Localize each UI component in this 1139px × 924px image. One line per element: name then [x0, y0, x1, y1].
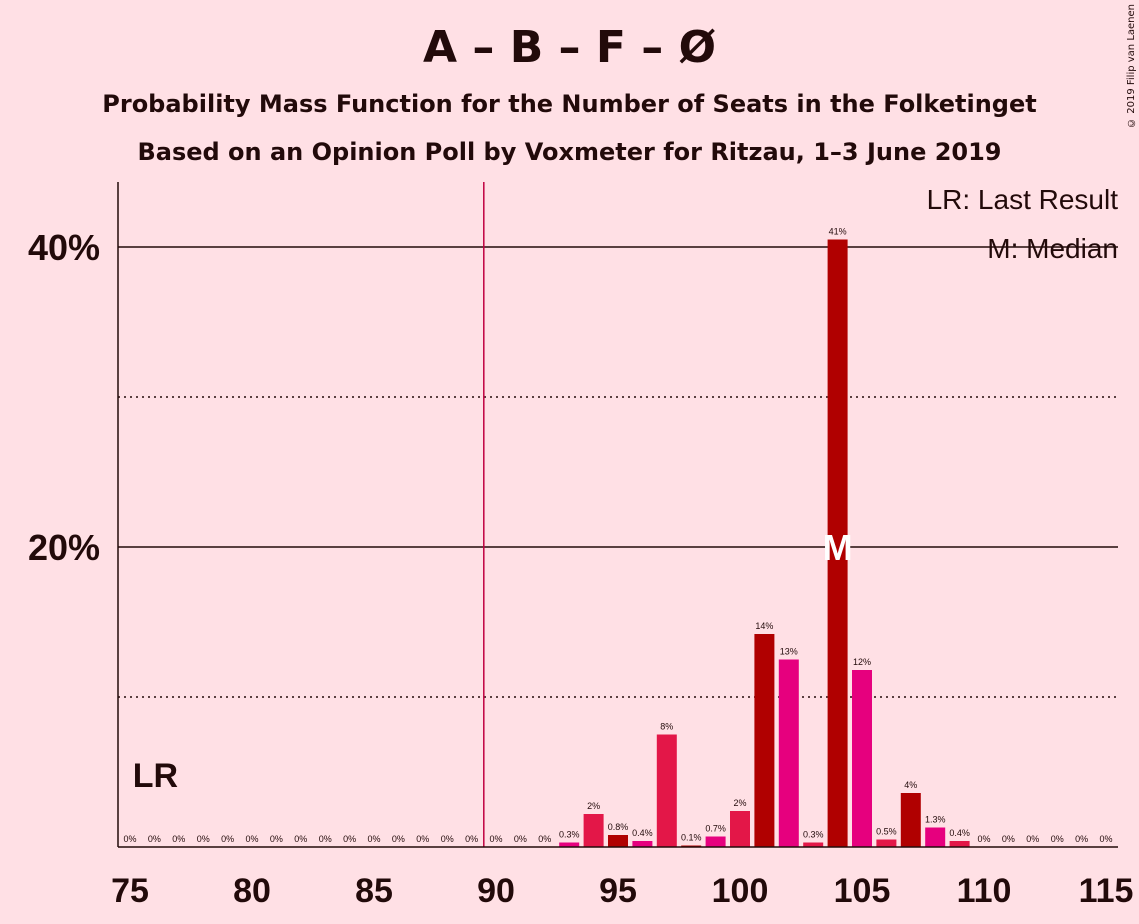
bar-label-80: 0%	[245, 834, 258, 844]
bar-108	[925, 827, 946, 847]
bar-label-98: 0.1%	[681, 833, 702, 843]
bar-label-89: 0%	[465, 834, 478, 844]
bar-label-115: 0%	[1099, 834, 1112, 844]
x-tick-label-90: 90	[477, 872, 515, 910]
bar-label-94: 2%	[587, 801, 600, 811]
bar-label-100: 2%	[733, 798, 746, 808]
x-tick-label-105: 105	[834, 872, 891, 910]
bar-label-102: 13%	[780, 647, 798, 657]
bar-label-96: 0.4%	[632, 828, 653, 838]
bar-label-111: 0%	[1002, 834, 1015, 844]
bar-label-81: 0%	[270, 834, 283, 844]
chart-subtitle: Probability Mass Function for the Number…	[102, 90, 1037, 118]
x-tick-label-95: 95	[599, 872, 637, 910]
y-tick-label-40: 40%	[28, 227, 100, 268]
bar-label-107: 4%	[904, 780, 917, 790]
bar-label-103: 0.3%	[803, 830, 824, 840]
bar-93	[559, 842, 580, 847]
bar-label-84: 0%	[343, 834, 356, 844]
bar-97	[656, 734, 677, 847]
bar-label-99: 0.7%	[705, 824, 726, 834]
bar-96	[632, 841, 653, 847]
x-tick-label-80: 80	[233, 872, 271, 910]
x-tick-label-110: 110	[957, 872, 1012, 910]
chart-title: A – B – F – Ø	[423, 22, 716, 73]
bar-label-78: 0%	[197, 834, 210, 844]
bar-101	[754, 634, 775, 847]
bar-label-106: 0.5%	[876, 827, 897, 837]
bar-label-77: 0%	[172, 834, 185, 844]
last-result-marker: LR	[133, 757, 178, 795]
bar-label-109: 0.4%	[949, 828, 970, 838]
bar-label-93: 0.3%	[559, 830, 580, 840]
bar-107	[900, 793, 921, 847]
bar-label-75: 0%	[123, 834, 136, 844]
bar-label-87: 0%	[416, 834, 429, 844]
bar-label-104: 41%	[829, 227, 847, 237]
bar-label-114: 0%	[1075, 834, 1088, 844]
bar-99	[705, 836, 726, 847]
bar-label-101: 14%	[755, 621, 773, 631]
bar-109	[949, 841, 970, 847]
bar-103	[803, 842, 824, 847]
legend-median: M: Median	[987, 233, 1118, 264]
bar-label-105: 12%	[853, 657, 871, 667]
bar-label-92: 0%	[538, 834, 551, 844]
bar-label-85: 0%	[367, 834, 380, 844]
bar-label-91: 0%	[514, 834, 527, 844]
x-tick-label-85: 85	[355, 872, 393, 910]
bar-104	[827, 239, 848, 847]
chart-subtitle-poll: Based on an Opinion Poll by Voxmeter for…	[137, 138, 1002, 166]
bar-95	[608, 835, 628, 847]
bar-label-82: 0%	[294, 834, 307, 844]
legend-last-result: LR: Last Result	[927, 184, 1119, 215]
median-marker: M	[823, 527, 853, 568]
x-tick-label-100: 100	[712, 872, 769, 910]
x-tick-label-115: 115	[1079, 872, 1134, 910]
bar-94	[583, 814, 604, 847]
bar-label-97: 8%	[660, 722, 673, 732]
bar-label-110: 0%	[977, 834, 990, 844]
bar-102	[778, 659, 799, 847]
bar-105	[852, 670, 872, 847]
bar-label-113: 0%	[1051, 834, 1064, 844]
bar-label-86: 0%	[392, 834, 405, 844]
bar-label-90: 0%	[489, 834, 502, 844]
bar-100	[730, 811, 750, 847]
bar-label-88: 0%	[441, 834, 454, 844]
bar-label-76: 0%	[148, 834, 161, 844]
bar-label-108: 1.3%	[925, 815, 946, 825]
bar-label-95: 0.8%	[608, 822, 629, 832]
bar-label-83: 0%	[319, 834, 332, 844]
y-tick-label-20: 20%	[28, 527, 100, 568]
bar-106	[876, 839, 897, 847]
x-tick-label-75: 75	[111, 872, 149, 910]
bar-label-79: 0%	[221, 834, 234, 844]
bar-label-112: 0%	[1026, 834, 1039, 844]
